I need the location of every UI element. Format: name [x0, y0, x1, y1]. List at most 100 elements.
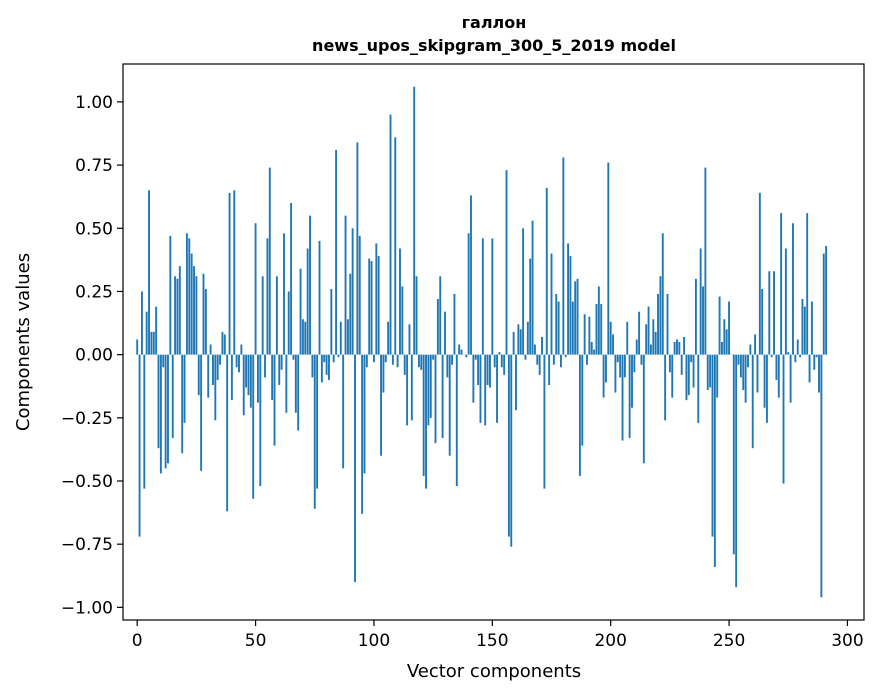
bar-17 — [176, 278, 179, 355]
bar-165 — [526, 321, 529, 355]
bar-268 — [770, 354, 773, 358]
bar-214 — [642, 354, 645, 464]
bar-245 — [716, 354, 719, 398]
bar-173 — [545, 187, 548, 355]
bar-199 — [607, 162, 610, 355]
bar-134 — [453, 293, 456, 355]
bar-171 — [541, 336, 543, 355]
bar-64 — [287, 291, 290, 355]
x-tick-label: 200 — [594, 631, 626, 651]
bar-281 — [801, 299, 804, 355]
bar-280 — [799, 354, 802, 358]
bar-221 — [659, 276, 662, 355]
bar-72 — [306, 248, 309, 355]
bar-153 — [498, 352, 501, 355]
bar-287 — [815, 354, 818, 358]
bar-43 — [238, 354, 240, 373]
bar-191 — [588, 316, 591, 355]
bar-22 — [188, 238, 191, 355]
bar-135 — [455, 354, 458, 487]
bar-68 — [297, 354, 300, 431]
bar-256 — [742, 354, 745, 391]
bar-143 — [474, 354, 477, 360]
bar-229 — [678, 342, 681, 355]
bar-260 — [751, 354, 754, 449]
bar-129 — [441, 354, 444, 439]
bar-224 — [666, 293, 669, 355]
bar-113 — [403, 354, 406, 375]
bar-156 — [505, 170, 508, 355]
bar-182 — [567, 243, 570, 355]
bar-131 — [446, 354, 449, 378]
bar-136 — [458, 344, 461, 355]
bar-127 — [436, 299, 439, 355]
bar-71 — [304, 321, 307, 355]
bar-80 — [325, 354, 328, 375]
x-tick-label: 100 — [358, 631, 390, 651]
bar-33 — [214, 354, 217, 421]
bar-185 — [574, 281, 577, 355]
bar-230 — [680, 354, 683, 375]
bar-42 — [235, 354, 238, 368]
bar-240 — [704, 167, 707, 355]
bar-255 — [739, 354, 742, 378]
bar-209 — [631, 354, 633, 408]
y-tick-label: −1.00 — [61, 598, 113, 618]
bar-270 — [775, 354, 778, 380]
bar-65 — [290, 203, 293, 355]
bar-139 — [465, 354, 468, 358]
x-tick-label: 300 — [831, 631, 863, 651]
bar-244 — [713, 354, 716, 567]
bar-137 — [460, 349, 463, 355]
bar-162 — [519, 329, 522, 355]
bar-51 — [257, 354, 259, 403]
bar-107 — [389, 114, 392, 355]
bar-124 — [429, 354, 432, 418]
y-tick-label: 0.75 — [75, 156, 113, 176]
bar-132 — [448, 354, 451, 456]
bar-262 — [756, 354, 759, 393]
bar-9 — [157, 354, 160, 449]
x-tick-label: 50 — [245, 631, 267, 651]
bar-174 — [548, 354, 551, 385]
bar-163 — [522, 228, 525, 355]
bar-41 — [233, 190, 236, 355]
bar-253 — [735, 354, 738, 588]
bar-147 — [484, 354, 487, 426]
bar-265 — [763, 354, 766, 408]
bar-93 — [356, 142, 359, 355]
bar-21 — [185, 233, 188, 355]
bar-85 — [337, 354, 340, 358]
bar-150 — [491, 238, 494, 355]
bar-14 — [169, 235, 172, 355]
bar-57 — [271, 354, 274, 401]
bar-248 — [723, 319, 726, 355]
bar-112 — [401, 286, 404, 355]
bar-264 — [761, 288, 764, 355]
bar-184 — [571, 301, 574, 355]
bar-0 — [136, 339, 139, 355]
bar-38 — [226, 354, 229, 512]
bar-118 — [415, 276, 418, 355]
bar-254 — [737, 354, 740, 365]
bar-180 — [562, 157, 565, 355]
bar-279 — [796, 339, 799, 355]
bar-177 — [555, 293, 558, 355]
bar-258 — [747, 354, 749, 368]
bar-286 — [813, 354, 816, 370]
bar-242 — [709, 354, 712, 388]
bar-223 — [664, 354, 667, 421]
bar-290 — [822, 253, 825, 355]
y-tick-label: −0.75 — [61, 535, 113, 555]
bar-58 — [273, 354, 276, 446]
bar-12 — [164, 354, 167, 469]
bar-95 — [361, 354, 364, 514]
bar-198 — [605, 354, 607, 383]
bar-77 — [318, 240, 321, 355]
bar-45 — [242, 354, 245, 416]
bar-215 — [645, 324, 648, 355]
bar-15 — [171, 354, 174, 439]
bar-34 — [216, 354, 219, 380]
bar-98 — [368, 258, 371, 355]
